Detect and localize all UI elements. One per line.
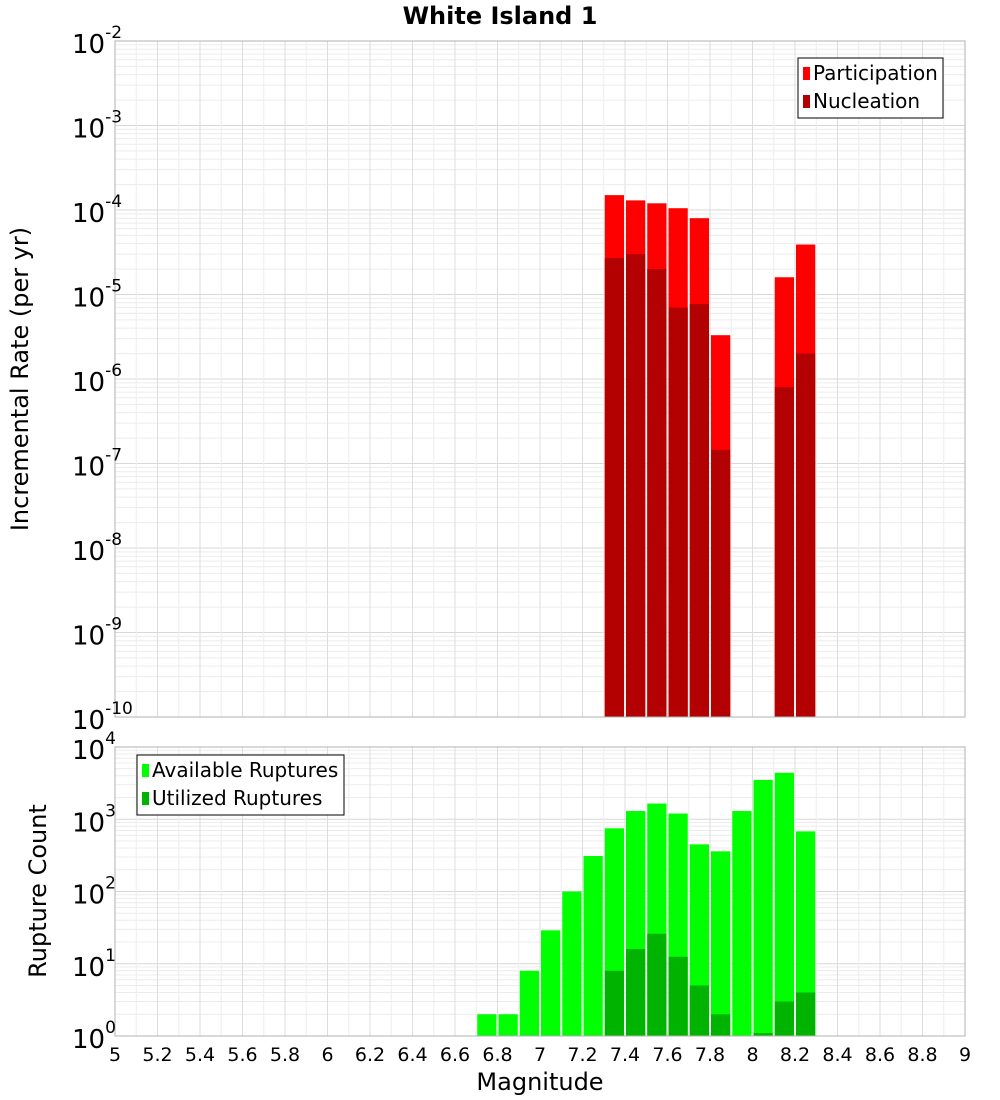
bar: [647, 933, 667, 1036]
x-tick-label: 8.4: [822, 1044, 852, 1066]
bar: [604, 258, 624, 717]
legend-label: Nucleation: [813, 89, 920, 113]
legend-label: Utilized Ruptures: [152, 786, 322, 810]
x-tick-label: 8.2: [780, 1044, 810, 1066]
bottom-legend: Available Ruptures Utilized Ruptures: [136, 754, 345, 816]
x-tick-label: 5.2: [142, 1044, 172, 1066]
top-panel: 10-10 10-9 10-8 10-7 10-6 10-5 10-4 10-3 10-2 In…: [6, 23, 966, 736]
bar: [796, 831, 816, 1036]
bar: [774, 1001, 794, 1036]
x-tick-label: 7.6: [652, 1044, 682, 1066]
x-tick-label: 7.4: [610, 1044, 640, 1066]
x-tick-labels: 5 5.2 5.4 5.6 5.8 6 6.2 6.4 6.6 6.8 7 7.2 7.4 7.6 7.8 8…: [109, 1044, 971, 1066]
x-tick-label: 6.8: [482, 1044, 512, 1066]
x-tick-label: 8.6: [865, 1044, 895, 1066]
x-tick-label: 5.6: [227, 1044, 257, 1066]
legend-box: [797, 57, 944, 119]
y-tick-label: 10-9: [72, 615, 122, 652]
y-tick-label: 100: [72, 1018, 116, 1055]
bar: [668, 307, 688, 717]
y-tick-label: 10-10: [72, 699, 133, 736]
bar: [626, 949, 646, 1036]
bar: [604, 970, 624, 1036]
bar: [711, 1014, 731, 1036]
x-tick-label: 7: [534, 1044, 546, 1066]
bottom-panel: 100 101 102 103 104 Rupture Count Available …: [24, 729, 971, 1096]
bar: [541, 930, 561, 1036]
y-tick-label: 101: [72, 946, 116, 983]
bar: [796, 992, 816, 1036]
bottom-bars: [477, 772, 816, 1036]
bottom-plot-border: [114, 746, 966, 1037]
legend-label: Available Ruptures: [152, 758, 338, 782]
legend-swatch: [142, 764, 149, 777]
y-tick-label: 10-4: [72, 192, 122, 229]
legend-box: [136, 754, 345, 816]
bar: [774, 387, 794, 717]
y-tick-label: 102: [72, 874, 116, 911]
bar: [498, 1014, 518, 1036]
y-tick-label: 10-5: [72, 277, 122, 314]
bar: [796, 353, 816, 717]
bar: [711, 449, 731, 717]
y-tick-label: 10-2: [72, 23, 122, 60]
top-y-axis-label: Incremental Rate (per yr): [6, 227, 34, 531]
bar: [519, 970, 539, 1036]
bar: [774, 772, 794, 1036]
top-legend: Participation Nucleation: [797, 57, 944, 119]
x-tick-label: 5: [109, 1044, 121, 1066]
bottom-y-tick-labels: 100 101 102 103 104: [72, 729, 116, 1055]
bar: [562, 891, 582, 1036]
x-tick-label: 5.8: [270, 1044, 300, 1066]
bar: [626, 254, 646, 717]
x-tick-label: 7.8: [695, 1044, 725, 1066]
bar: [753, 779, 773, 1036]
top-bars: [604, 195, 816, 718]
y-tick-label: 10-7: [72, 446, 122, 483]
legend-swatch: [803, 95, 810, 108]
legend-label: Participation: [813, 61, 938, 85]
x-tick-label: 7.2: [567, 1044, 597, 1066]
y-tick-label: 103: [72, 801, 116, 838]
legend-swatch: [803, 67, 810, 80]
x-tick-label: 8: [746, 1044, 758, 1066]
x-tick-label: 6.6: [440, 1044, 470, 1066]
x-tick-label: 9: [959, 1044, 971, 1066]
bar: [711, 851, 731, 1036]
bottom-y-axis-label: Rupture Count: [24, 804, 52, 978]
y-tick-label: 10-3: [72, 108, 122, 145]
x-tick-label: 6.2: [355, 1044, 385, 1066]
top-plot-border: [114, 40, 966, 718]
y-tick-label: 10-8: [72, 530, 122, 567]
x-tick-label: 5.4: [185, 1044, 215, 1066]
y-tick-label: 10-6: [72, 361, 122, 398]
x-axis-label: Magnitude: [476, 1068, 603, 1096]
x-tick-label: 6: [321, 1044, 333, 1066]
y-tick-label: 104: [72, 729, 116, 766]
bar: [689, 985, 709, 1036]
bar: [668, 956, 688, 1036]
bar: [647, 269, 667, 717]
x-tick-label: 8.8: [907, 1044, 937, 1066]
bar: [583, 855, 603, 1036]
x-tick-label: 6.4: [397, 1044, 427, 1066]
top-y-tick-labels: 10-10 10-9 10-8 10-7 10-6 10-5 10-4 10-3 10-2: [72, 23, 133, 736]
bar: [689, 304, 709, 717]
bar: [477, 1014, 497, 1036]
bar: [753, 1033, 773, 1036]
legend-swatch: [142, 792, 149, 805]
bar: [732, 811, 752, 1036]
chart-title: White Island 1: [403, 2, 598, 30]
top-grid: [114, 41, 966, 718]
